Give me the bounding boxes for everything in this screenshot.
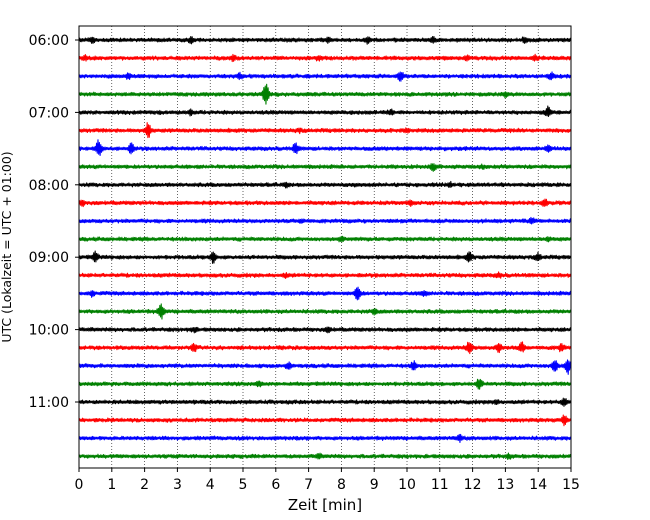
seismic-trace — [78, 341, 572, 355]
seismic-trace — [78, 286, 572, 301]
x-tick-label: 9 — [370, 477, 379, 493]
x-tick-label: 1 — [107, 477, 116, 493]
x-tick-label: 11 — [431, 477, 449, 493]
y-tick-label: 07:00 — [29, 105, 69, 121]
seismic-trace — [78, 139, 572, 157]
seismic-trace — [78, 359, 572, 375]
x-tick-label: 6 — [271, 477, 280, 493]
seismic-trace — [78, 303, 572, 320]
y-tick-label: 11:00 — [29, 395, 69, 411]
seismic-trace — [78, 271, 572, 279]
seismic-trace — [78, 163, 572, 172]
seismic-trace — [78, 53, 572, 63]
seismic-trace — [78, 452, 572, 460]
y-tick-label: 08:00 — [29, 178, 69, 194]
seismic-trace — [78, 216, 572, 225]
y-tick-label: 06:00 — [29, 33, 69, 49]
x-tick-label: 4 — [206, 477, 215, 493]
y-ticks: 06:00 07:00 08:00 09:00 10:00 11:00 — [29, 33, 79, 411]
x-ticks: 0 1 2 3 4 5 6 7 8 9 10 11 12 13 14 15 — [75, 468, 580, 493]
plot-frame — [78, 25, 572, 469]
x-tick-label: 13 — [496, 477, 514, 493]
x-tick-label: 7 — [304, 477, 313, 493]
seismic-trace — [78, 326, 572, 334]
seismic-trace — [78, 397, 572, 407]
x-tick-label: 15 — [562, 477, 580, 493]
seismic-trace — [78, 433, 572, 443]
x-tick-label: 8 — [337, 477, 346, 493]
x-tick-label: 3 — [173, 477, 182, 493]
seismic-trace — [78, 378, 572, 390]
seismic-trace — [78, 235, 572, 243]
trace-group — [78, 35, 572, 460]
y-axis-label: UTC (Lokalzeit = UTC + 01:00) — [0, 151, 14, 342]
y-tick-label: 10:00 — [29, 323, 69, 339]
seismic-trace — [78, 71, 572, 82]
x-tick-label: 14 — [529, 477, 547, 493]
x-tick-label: 10 — [398, 477, 416, 493]
seismic-trace — [78, 35, 572, 45]
x-axis-label: Zeit [min] — [288, 496, 362, 514]
y-tick-label: 09:00 — [29, 250, 69, 266]
seismic-trace — [78, 105, 572, 117]
seismic-trace — [78, 414, 572, 427]
x-tick-label: 5 — [239, 477, 248, 493]
seismic-trace — [78, 122, 572, 139]
seismic-trace — [78, 180, 572, 189]
seismic-trace — [78, 250, 572, 264]
x-tick-label: 12 — [464, 477, 482, 493]
x-tick-label: 2 — [140, 477, 149, 493]
x-tick-label: 0 — [75, 477, 84, 493]
seismic-trace — [78, 198, 572, 208]
seismic-trace — [78, 83, 572, 105]
